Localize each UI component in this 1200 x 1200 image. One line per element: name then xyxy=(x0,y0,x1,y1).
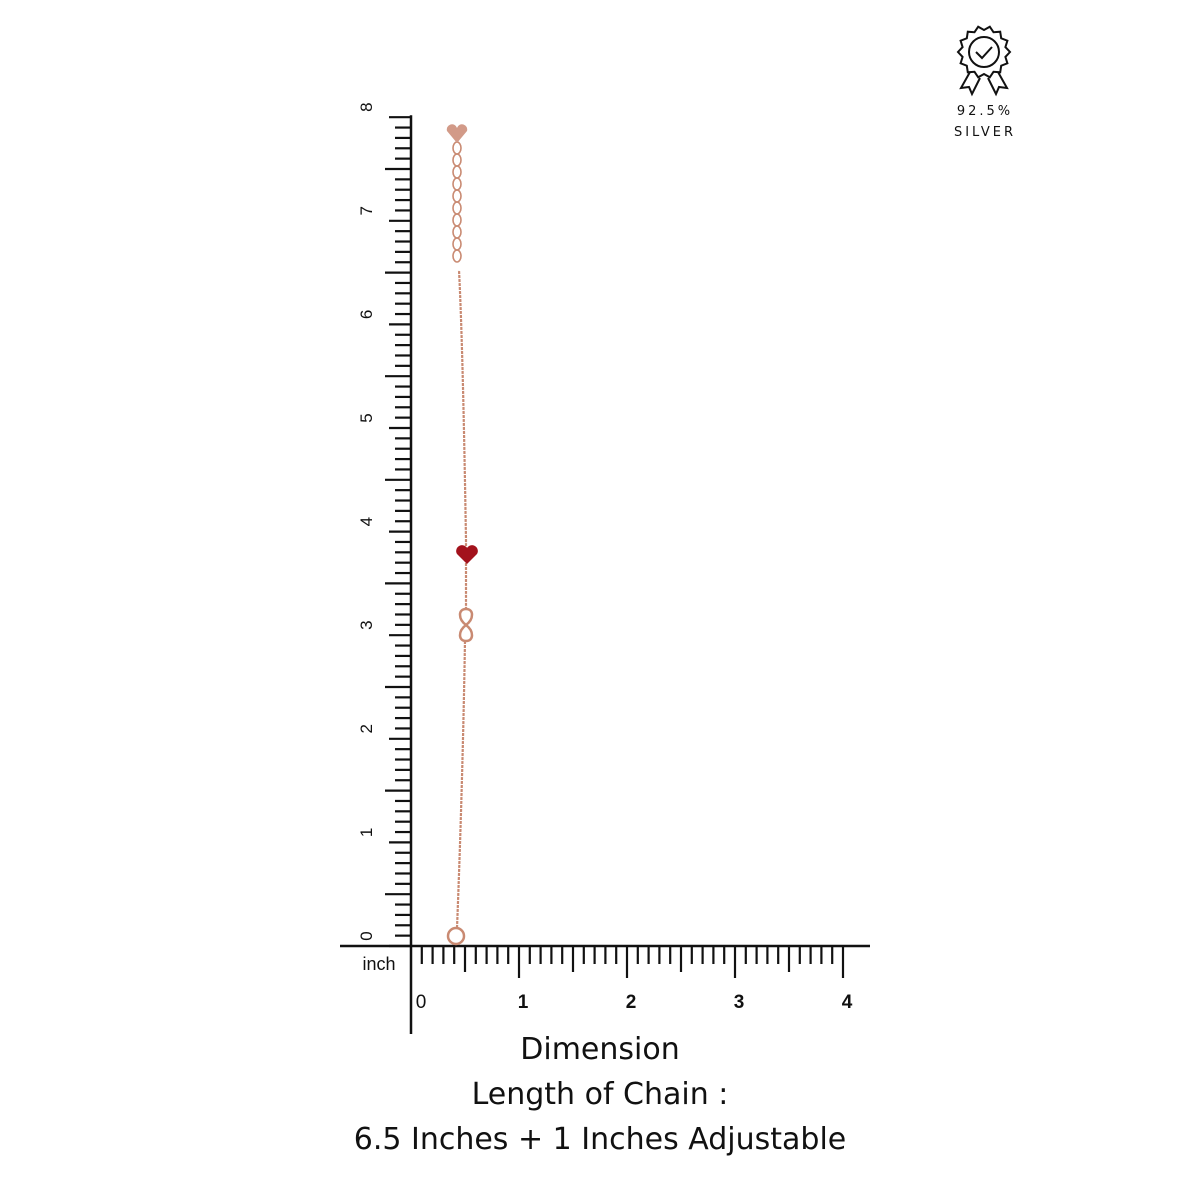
caption-line1: Length of Chain : xyxy=(471,1077,729,1112)
vertical-tick-label: 0 xyxy=(357,931,376,940)
bracelet-chain xyxy=(446,124,478,946)
extender-link xyxy=(452,225,462,239)
heart-charm xyxy=(456,545,478,564)
horizontal-tick-label: 4 xyxy=(842,992,853,1013)
extender-link xyxy=(452,153,462,167)
unit-label: inch xyxy=(362,954,395,974)
extender-link xyxy=(452,177,462,191)
horizontal-tick-label: 3 xyxy=(734,992,745,1013)
badge-metal: SILVER xyxy=(953,125,1017,140)
extender-link xyxy=(452,201,462,215)
ruler: 0 1 2 3 4 5 6 7 8 0 1 2 3 4 inch xyxy=(340,102,870,1034)
vertical-tick-label: 3 xyxy=(357,620,376,629)
extender-link xyxy=(452,141,462,155)
chain-line xyxy=(455,269,468,929)
infinity-charm xyxy=(458,607,474,643)
extender-link xyxy=(452,165,462,179)
vertical-tick-label: 6 xyxy=(357,310,376,319)
vertical-tick-label: 8 xyxy=(357,102,376,111)
badge-purity: 92.5% xyxy=(956,104,1014,119)
vertical-tick-label: 4 xyxy=(357,517,376,526)
extender-link xyxy=(452,213,462,227)
vertical-tick-label: 1 xyxy=(357,828,376,837)
extender-link xyxy=(452,249,462,263)
award-check-icon xyxy=(956,25,1012,97)
end-heart-tag xyxy=(446,124,468,143)
extender-link xyxy=(452,189,462,203)
extender-link xyxy=(452,237,462,251)
horizontal-tick-label: 2 xyxy=(626,992,637,1013)
horizontal-tick-label: 0 xyxy=(416,992,427,1013)
caption-title: Dimension xyxy=(520,1032,680,1067)
vertical-tick-label: 5 xyxy=(357,413,376,422)
horizontal-tick-label: 1 xyxy=(518,992,529,1013)
vertical-tick-label: 7 xyxy=(357,206,376,215)
caption-line2: 6.5 Inches + 1 Inches Adjustable xyxy=(353,1122,847,1157)
clasp-ring xyxy=(446,926,466,946)
vertical-tick-label: 2 xyxy=(357,724,376,733)
